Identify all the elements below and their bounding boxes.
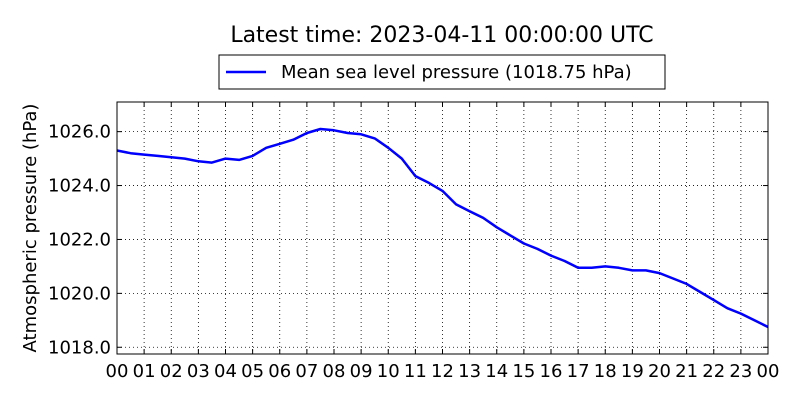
x-tick-label: 21: [675, 361, 698, 382]
legend-entry-mslp: Mean sea level pressure (1018.75 hPa): [281, 62, 632, 83]
y-tick-label: 1020.0: [48, 283, 111, 304]
x-tick-label: 14: [485, 361, 508, 382]
x-tick-label: 01: [133, 361, 156, 382]
x-tick-label: 22: [702, 361, 725, 382]
x-tick-label: 12: [431, 361, 454, 382]
x-tick-label: 04: [214, 361, 237, 382]
x-tick-label: 16: [540, 361, 563, 382]
x-axis-ticks: 00 01 02 03 04 05 06 07 08 09 10 11 12 13 14 15 16 17 18 19…: [106, 102, 780, 382]
y-tick-label: 1018.0: [48, 337, 111, 358]
x-tick-label: 11: [404, 361, 427, 382]
legend-box: [218, 54, 666, 90]
x-tick-label: 08: [323, 361, 346, 382]
series-line-mslp: [116, 127, 769, 329]
x-tick-label: 20: [648, 361, 671, 382]
y-axis-label: Atmospheric pressure (hPa): [20, 104, 41, 353]
x-tick-label: 18: [594, 361, 617, 382]
x-tick-label: 00: [757, 361, 780, 382]
x-tick-label: 13: [458, 361, 481, 382]
x-tick-label: 17: [567, 361, 590, 382]
x-tick-label: 05: [241, 361, 264, 382]
x-tick-label: 10: [377, 361, 400, 382]
x-tick-label: 02: [160, 361, 183, 382]
grid-lines: [117, 102, 768, 354]
legend: Mean sea level pressure (1018.75 hPa): [218, 54, 666, 90]
x-tick-label: 19: [621, 361, 644, 382]
x-tick-label: 06: [268, 361, 291, 382]
y-axis-ticks: 1018.0 1020.0 1022.0 1024.0 1026.0: [48, 122, 768, 358]
x-tick-label: 07: [295, 361, 318, 382]
x-tick-label: 23: [729, 361, 752, 382]
chart-title: Latest time: 2023-04-11 00:00:00 UTC: [230, 23, 653, 48]
x-tick-label: 03: [187, 361, 210, 382]
plot-frame: [116, 101, 769, 355]
x-tick-label: 09: [350, 361, 373, 382]
y-tick-label: 1026.0: [48, 122, 111, 143]
x-tick-label: 15: [512, 361, 535, 382]
y-tick-label: 1024.0: [48, 176, 111, 197]
x-tick-label: 00: [106, 361, 129, 382]
y-tick-label: 1022.0: [48, 229, 111, 250]
